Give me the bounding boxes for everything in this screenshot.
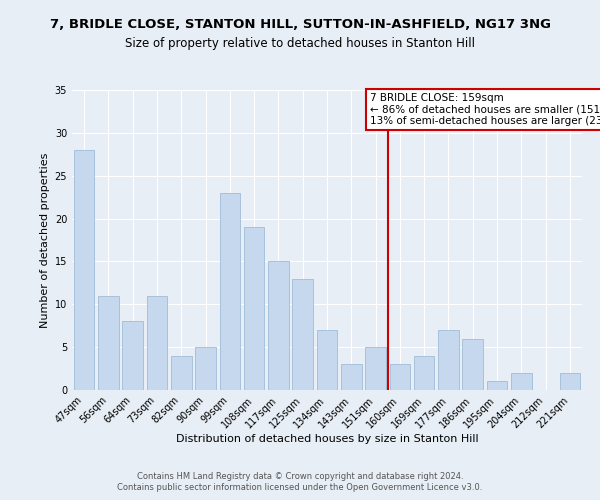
Text: Size of property relative to detached houses in Stanton Hill: Size of property relative to detached ho… — [125, 38, 475, 51]
Bar — [268, 262, 289, 390]
Bar — [195, 347, 216, 390]
Bar — [220, 193, 240, 390]
Bar — [98, 296, 119, 390]
Bar — [146, 296, 167, 390]
Text: 7 BRIDLE CLOSE: 159sqm
← 86% of detached houses are smaller (151)
13% of semi-de: 7 BRIDLE CLOSE: 159sqm ← 86% of detached… — [370, 93, 600, 126]
Bar — [511, 373, 532, 390]
Bar — [389, 364, 410, 390]
Bar — [487, 382, 508, 390]
Bar — [414, 356, 434, 390]
Bar — [244, 227, 265, 390]
Bar — [74, 150, 94, 390]
Bar — [122, 322, 143, 390]
Y-axis label: Number of detached properties: Number of detached properties — [40, 152, 50, 328]
Text: Contains public sector information licensed under the Open Government Licence v3: Contains public sector information licen… — [118, 484, 482, 492]
Bar — [438, 330, 459, 390]
Bar — [463, 338, 483, 390]
Text: Contains HM Land Registry data © Crown copyright and database right 2024.: Contains HM Land Registry data © Crown c… — [137, 472, 463, 481]
Text: 7, BRIDLE CLOSE, STANTON HILL, SUTTON-IN-ASHFIELD, NG17 3NG: 7, BRIDLE CLOSE, STANTON HILL, SUTTON-IN… — [49, 18, 551, 30]
Bar — [292, 278, 313, 390]
X-axis label: Distribution of detached houses by size in Stanton Hill: Distribution of detached houses by size … — [176, 434, 478, 444]
Bar — [341, 364, 362, 390]
Bar — [560, 373, 580, 390]
Bar — [365, 347, 386, 390]
Bar — [171, 356, 191, 390]
Bar — [317, 330, 337, 390]
